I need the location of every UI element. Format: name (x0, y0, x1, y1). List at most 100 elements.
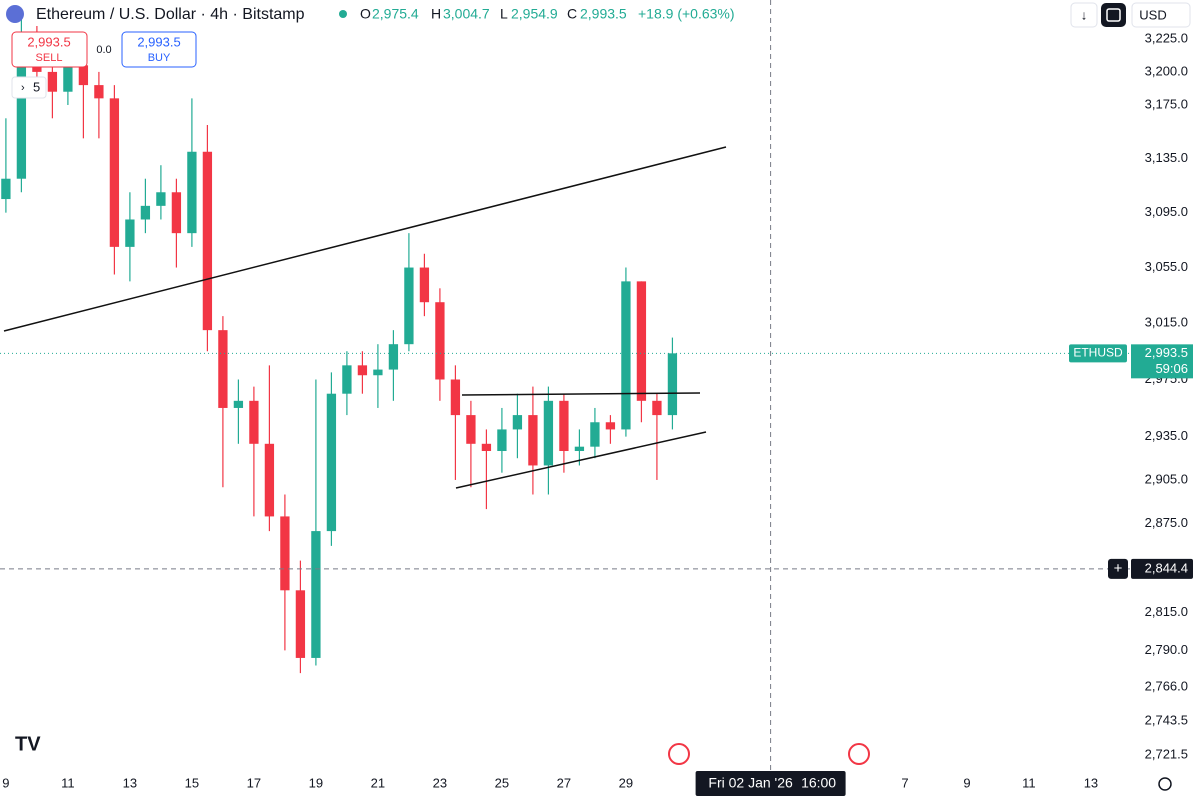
symbol-badge (1069, 344, 1127, 363)
symbol-icon (6, 5, 24, 23)
ohlc-value: 3,004.7 (443, 6, 490, 22)
trend-line (3, 146, 727, 332)
candle-body (466, 415, 476, 444)
candle-body (311, 531, 321, 658)
trend-line (455, 431, 707, 489)
last-price-label: 2,993.5 (1145, 345, 1188, 360)
candle-body (280, 516, 290, 591)
candle-body (419, 267, 430, 303)
crosshair-x-badge (695, 771, 846, 796)
buy-button[interactable] (121, 31, 197, 68)
x-tick-label: 9 (2, 775, 9, 790)
status-dot (339, 10, 347, 18)
candle-body (140, 205, 151, 220)
y-tick-label: 3,015.0 (1145, 315, 1188, 330)
ohlc-label: H (431, 6, 441, 22)
candle-body (171, 192, 182, 234)
candle-body (326, 393, 337, 532)
ohlc-value: 2,993.5 (580, 6, 627, 22)
y-tick-label: 2,743.5 (1145, 713, 1188, 728)
candle-body (16, 52, 27, 179)
crosshair-plus: + (1114, 560, 1123, 577)
countdown: 59:06 (1155, 361, 1188, 376)
fullscreen-button[interactable] (1101, 3, 1126, 27)
currency: USD (1139, 7, 1166, 22)
y-tick-label: 3,135.0 (1145, 150, 1188, 165)
x-tick-label: 15 (185, 775, 199, 790)
candle-body (342, 365, 352, 394)
x-tick-label: 29 (619, 775, 633, 790)
y-tick-label: 3,095.0 (1145, 204, 1188, 219)
y-tick-label: 2,790.0 (1145, 642, 1188, 657)
y-tick-label: 3,200.0 (1145, 63, 1188, 78)
trend-line (461, 392, 701, 396)
sell-button[interactable] (11, 31, 88, 68)
ohlc-label: O (360, 6, 371, 22)
candle-body (636, 281, 647, 401)
settings-icon[interactable] (1158, 777, 1172, 791)
x-tick-label: 23 (433, 775, 447, 790)
candle-body (357, 365, 368, 376)
x-tick-label: 11 (1022, 775, 1036, 790)
x-tick-label: 27 (557, 775, 571, 790)
candle-body (404, 267, 414, 345)
y-tick-label: 2,935.0 (1145, 428, 1188, 443)
sell-label: SELL (36, 52, 63, 64)
crosshair-add (1108, 558, 1128, 579)
candle-body (450, 379, 461, 416)
indicators-toggle[interactable] (11, 76, 47, 99)
x-tick-label: 13 (123, 775, 137, 790)
ohlc-label: L (500, 6, 508, 22)
x-tick-label: 11 (61, 775, 75, 790)
download-icon: ↓ (1081, 7, 1088, 22)
candle-body (249, 400, 259, 444)
candle-body (295, 590, 306, 658)
currency-button[interactable] (1131, 2, 1191, 28)
ohlc-value: 2,954.9 (511, 6, 558, 22)
candle-body (590, 422, 600, 447)
x-tick-label: 7 (901, 775, 908, 790)
candle-body (481, 443, 492, 452)
fullscreen-icon (1106, 8, 1121, 22)
candle-body (94, 85, 104, 99)
plot-area (1, 19, 678, 674)
event-flag[interactable] (848, 743, 870, 765)
candle-body (605, 422, 616, 430)
sell-price: 2,993.5 (27, 34, 70, 49)
y-tick-label: 2,766.0 (1145, 678, 1188, 693)
symbol-label: ETHUSD (1073, 346, 1123, 360)
y-tick-label: 3,055.0 (1145, 259, 1188, 274)
y-tick-label: 3,175.0 (1145, 96, 1188, 111)
candle-body (388, 344, 399, 370)
candle-body (435, 302, 445, 380)
candle-body (109, 98, 120, 247)
x-tick-label: 21 (371, 775, 385, 790)
candle-body (78, 65, 89, 86)
x-tick-label: 9 (963, 775, 970, 790)
buy-label: BUY (148, 52, 171, 64)
buy-price: 2,993.5 (137, 34, 180, 49)
candle-body (574, 446, 585, 452)
download-button[interactable] (1070, 2, 1098, 28)
crosshair-x-date: Fri 02 Jan '26 (708, 775, 793, 791)
candle-body (47, 71, 58, 92)
candle-body (543, 400, 554, 466)
candle-body (528, 415, 538, 466)
ohlc-label: C (567, 6, 577, 22)
candle-body (264, 443, 275, 517)
logo: TV (15, 733, 41, 755)
y-tick-label: 2,875.0 (1145, 515, 1188, 530)
y-tick-label: 3,225.0 (1145, 31, 1188, 46)
y-tick-label: 2,815.0 (1145, 604, 1188, 619)
candle-body (373, 369, 383, 376)
candle-body (202, 151, 213, 331)
x-tick-label: 19 (309, 775, 323, 790)
ohlc-value: 2,975.4 (372, 6, 419, 22)
candle-body (218, 330, 228, 408)
change: +18.9 (+0.63%) (638, 6, 735, 22)
event-flag[interactable] (668, 743, 690, 765)
candle-body (1, 178, 11, 200)
candle-body (667, 353, 678, 416)
x-tick-label: 13 (1084, 775, 1098, 790)
